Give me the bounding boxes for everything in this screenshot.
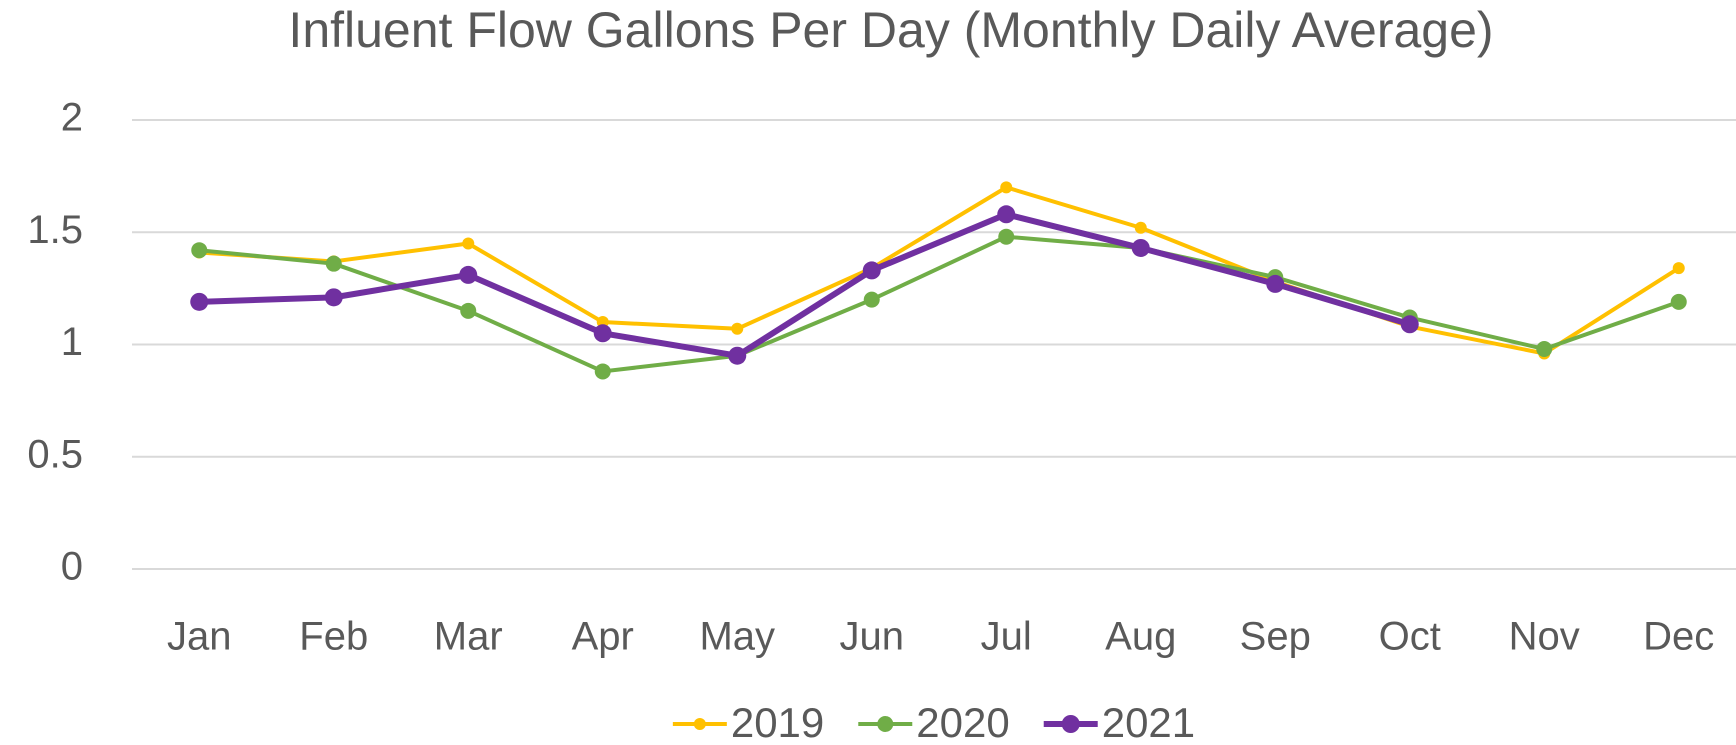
point bbox=[1400, 315, 1419, 334]
point bbox=[1000, 181, 1013, 194]
x-tick-label: Oct bbox=[1379, 615, 1441, 659]
point bbox=[998, 228, 1015, 245]
chart-title: Influent Flow Gallons Per Day (Monthly D… bbox=[288, 2, 1493, 58]
x-tick-label: Jun bbox=[840, 615, 905, 659]
y-tick-label: 2 bbox=[61, 96, 83, 140]
legend-marker bbox=[1061, 715, 1080, 733]
point bbox=[728, 346, 747, 365]
point bbox=[1670, 293, 1687, 310]
legend-marker bbox=[693, 718, 706, 730]
x-tick-label: Sep bbox=[1240, 615, 1311, 659]
point bbox=[731, 322, 744, 335]
x-tick-label: Aug bbox=[1105, 615, 1176, 659]
point bbox=[1134, 221, 1147, 234]
point bbox=[863, 291, 880, 308]
y-tick-label: 0 bbox=[61, 545, 83, 589]
point bbox=[862, 261, 881, 280]
point bbox=[325, 255, 342, 272]
legend: 2019 2020 2021 bbox=[672, 699, 1195, 745]
x-tick-label: Dec bbox=[1643, 615, 1714, 659]
x-tick-label: Jul bbox=[981, 615, 1032, 659]
point bbox=[997, 205, 1016, 224]
point bbox=[191, 242, 208, 259]
point bbox=[324, 288, 343, 307]
point bbox=[1536, 340, 1553, 357]
point bbox=[594, 363, 611, 380]
series-line bbox=[199, 234, 1680, 374]
x-tick-label: Nov bbox=[1509, 615, 1580, 659]
series-line bbox=[199, 211, 1411, 359]
legend-label: 2020 bbox=[916, 699, 1009, 745]
x-tick-label: Apr bbox=[572, 615, 634, 659]
point bbox=[1672, 262, 1685, 275]
point bbox=[593, 324, 612, 343]
point bbox=[460, 302, 477, 319]
point bbox=[1266, 274, 1285, 293]
series-line bbox=[199, 185, 1680, 356]
legend-marker bbox=[877, 716, 894, 732]
y-tick-label: 1 bbox=[61, 320, 83, 364]
point bbox=[190, 292, 209, 311]
x-tick-label: Feb bbox=[299, 615, 368, 659]
legend-label: 2019 bbox=[731, 699, 824, 745]
x-tick-label: May bbox=[699, 615, 775, 659]
point bbox=[459, 265, 478, 284]
x-tick-label: Mar bbox=[434, 615, 503, 659]
legend-label: 2021 bbox=[1102, 699, 1195, 745]
x-tick-label: Jan bbox=[167, 615, 232, 659]
y-tick-label: 1.5 bbox=[27, 208, 83, 252]
point bbox=[1131, 238, 1150, 257]
point bbox=[462, 237, 475, 250]
y-tick-label: 0.5 bbox=[27, 432, 83, 476]
